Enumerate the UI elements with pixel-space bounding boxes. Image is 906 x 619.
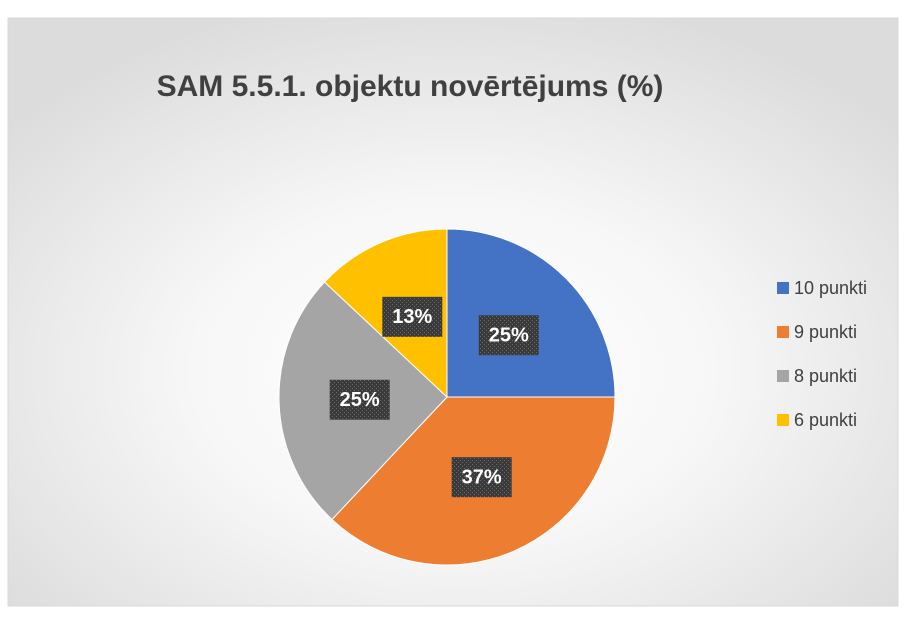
data-label: 25%	[489, 325, 529, 347]
data-label: 25%	[340, 389, 380, 411]
legend-swatch	[777, 414, 789, 426]
data-label: 13%	[392, 306, 432, 328]
data-label-box	[451, 457, 512, 498]
chart-title: SAM 5.5.1. objektu novērtējums (%)	[157, 70, 664, 103]
legend-label: 9 punkti	[794, 322, 857, 342]
data-label-box	[329, 379, 390, 420]
data-label: 37%	[462, 466, 502, 488]
legend-swatch	[777, 326, 789, 338]
legend-label: 6 punkti	[794, 410, 857, 430]
legend-swatch	[777, 370, 789, 382]
data-label-box	[478, 315, 539, 356]
legend-label: 8 punkti	[794, 366, 857, 386]
legend-label: 10 punkti	[794, 278, 867, 298]
data-label-box	[382, 296, 443, 337]
legend-swatch	[777, 282, 789, 294]
